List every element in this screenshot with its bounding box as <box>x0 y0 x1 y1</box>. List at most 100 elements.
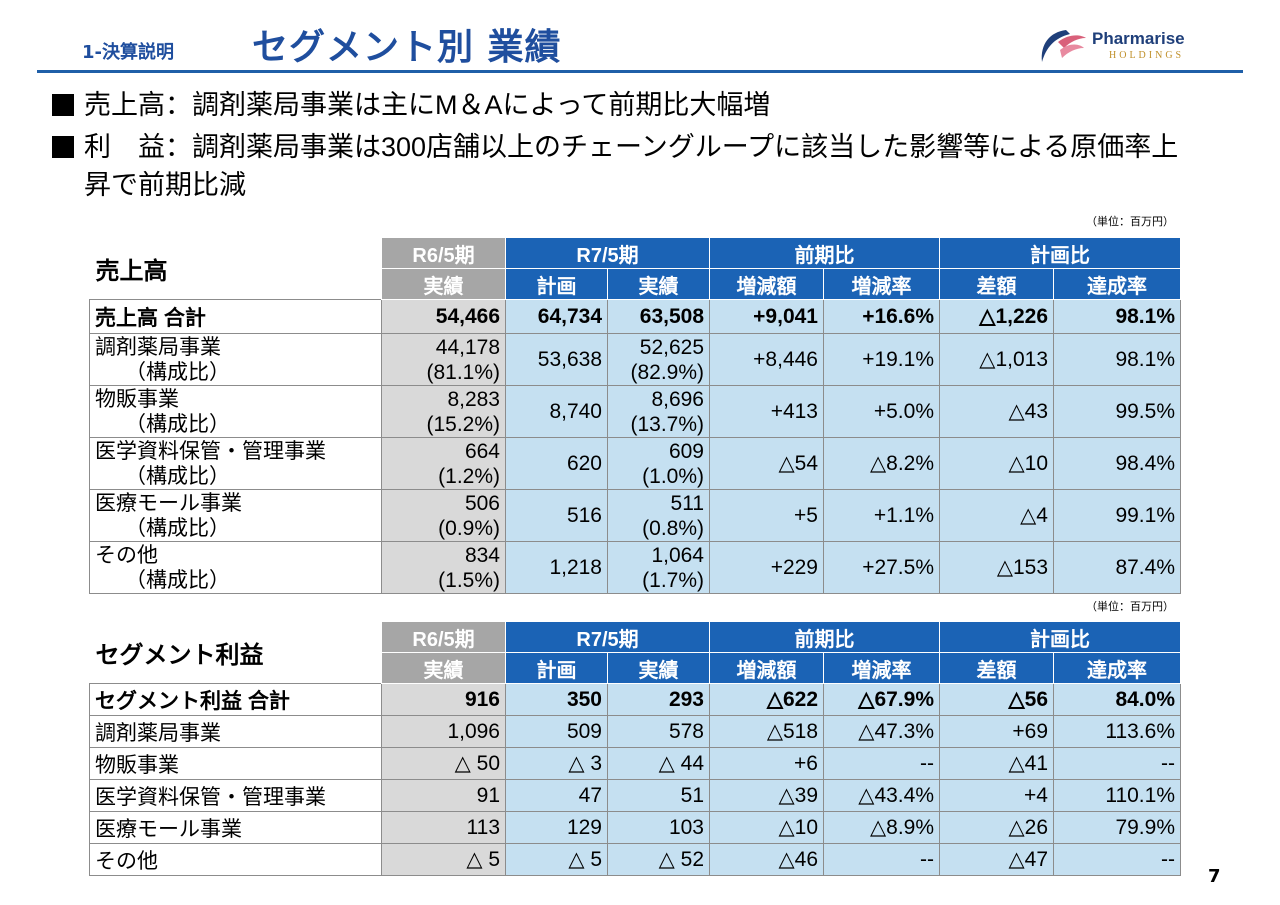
cell: △10 <box>939 437 1054 490</box>
actual-ratio: (82.9%) <box>630 360 704 384</box>
cell: 350 <box>505 683 608 716</box>
row-label: 調剤薬局事業 （構成比） <box>89 333 382 386</box>
cell: +6 <box>709 747 824 780</box>
cell: △10 <box>709 811 824 844</box>
page-number: 7 <box>1208 866 1221 887</box>
cell: +4 <box>939 779 1054 812</box>
group-header: R6/5期 <box>381 237 506 269</box>
cell: 64,734 <box>505 299 608 334</box>
column-header: 達成率 <box>1053 652 1181 684</box>
cell: △ 5 <box>505 843 608 876</box>
cell: +1.1% <box>823 489 940 542</box>
unit-note: （単位：百万円） <box>1086 216 1174 228</box>
cell: +8,446 <box>709 333 824 386</box>
cell: +9,041 <box>709 299 824 334</box>
header-divider <box>37 70 1243 73</box>
page-title: セグメント別 業績 <box>252 27 562 68</box>
company-logo: Pharmarise HOLDINGS <box>1036 26 1206 66</box>
logo-mark-icon <box>1041 30 1086 62</box>
column-header: 計画 <box>505 268 608 300</box>
actual-ratio: (1.0%) <box>642 464 704 488</box>
cell: 91 <box>381 779 506 812</box>
cell: 129 <box>505 811 608 844</box>
cell: △4 <box>939 489 1054 542</box>
logo-subtext: HOLDINGS <box>1109 50 1185 61</box>
cell: △41 <box>939 747 1054 780</box>
prev-value: 834 <box>464 543 500 567</box>
table-row: その他 △ 5 △ 5 △ 52 △46 -- △47 -- <box>89 843 1181 876</box>
actual-ratio: (13.7%) <box>630 412 704 436</box>
cell: 1,096 <box>381 715 506 748</box>
bullet-text: 売上高：調剤薬局事業は主にM＆Aによって前期比大幅増 <box>84 90 771 120</box>
cell: 113.6% <box>1053 715 1181 748</box>
group-header: 前期比 <box>709 237 940 269</box>
group-header: 前期比 <box>709 621 940 653</box>
cell: △56 <box>939 683 1054 716</box>
cell: 113 <box>381 811 506 844</box>
cell: 620 <box>505 437 608 490</box>
row-label: 調剤薬局事業 <box>89 715 382 748</box>
slide-header: 1-決算説明 セグメント別 業績 Pharmarise HOLDINGS <box>0 0 1280 74</box>
cell: 509 <box>505 715 608 748</box>
row-label: その他 （構成比） <box>89 541 382 594</box>
cell: 84.0% <box>1053 683 1181 716</box>
cell: 8,283 (15.2%) <box>381 385 506 438</box>
ratio-label: （構成比） <box>125 568 230 592</box>
table-row: 物販事業 △ 50 △ 3 △ 44 +6 -- △41 -- <box>89 747 1181 780</box>
group-header: 計画比 <box>939 621 1181 653</box>
group-header: R7/5期 <box>505 621 710 653</box>
table-title: 売上高 <box>89 237 382 300</box>
logo-text: Pharmarise <box>1092 29 1185 48</box>
column-header: 実績 <box>607 268 710 300</box>
column-header: 計画 <box>505 652 608 684</box>
row-label: その他 <box>89 843 382 876</box>
segment-name: 医学資料保管・管理事業 <box>95 439 326 463</box>
cell: +16.6% <box>823 299 940 334</box>
cell: 98.4% <box>1053 437 1181 490</box>
cell: -- <box>1053 843 1181 876</box>
cell: 99.1% <box>1053 489 1181 542</box>
prev-ratio: (81.1%) <box>426 360 500 384</box>
table-title: セグメント利益 <box>89 621 382 684</box>
segment-name: 物販事業 <box>95 387 179 411</box>
bullet-profit: 利 益：調剤薬局事業は300店舗以上のチェーングループに該当した影響等による原価… <box>50 128 1204 204</box>
cell: 578 <box>607 715 710 748</box>
cell: +27.5% <box>823 541 940 594</box>
column-header: 増減額 <box>709 268 824 300</box>
column-header: 増減額 <box>709 652 824 684</box>
cell: 516 <box>505 489 608 542</box>
segment-name: その他 <box>95 543 158 567</box>
prev-value: 8,283 <box>447 387 500 411</box>
cell: △43 <box>939 385 1054 438</box>
bullet-sales: 売上高：調剤薬局事業は主にM＆Aによって前期比大幅増 <box>50 86 1250 124</box>
cell: △1,226 <box>939 299 1054 334</box>
cell: △47 <box>939 843 1054 876</box>
cell: △39 <box>709 779 824 812</box>
group-header: 計画比 <box>939 237 1181 269</box>
prev-value: 664 <box>464 439 500 463</box>
cell: 293 <box>607 683 710 716</box>
prev-ratio: (1.2%) <box>438 464 500 488</box>
actual-value: 8,696 <box>651 387 704 411</box>
cell: 51 <box>607 779 710 812</box>
cell: 609 (1.0%) <box>607 437 710 490</box>
cell: 1,218 <box>505 541 608 594</box>
cell: 916 <box>381 683 506 716</box>
cell: △ 5 <box>381 843 506 876</box>
profit-table: セグメント利益 R6/5期 R7/5期 前期比 計画比 実績 計画 実績 増減額… <box>89 621 1181 876</box>
cell: 98.1% <box>1053 333 1181 386</box>
segment-name: 医療モール事業 <box>95 491 242 515</box>
table-row: 医療モール事業 113 129 103 △10 △8.9% △26 79.9% <box>89 811 1181 844</box>
cell: +5.0% <box>823 385 940 438</box>
table-row-total: セグメント利益 合計 916 350 293 △622 △67.9% △56 8… <box>89 683 1181 716</box>
sales-table: 売上高 R6/5期 R7/5期 前期比 計画比 実績 計画 実績 増減額 増減率… <box>89 237 1181 594</box>
cell: △153 <box>939 541 1054 594</box>
cell: 511 (0.8%) <box>607 489 710 542</box>
cell: 44,178 (81.1%) <box>381 333 506 386</box>
prev-ratio: (15.2%) <box>426 412 500 436</box>
cell: -- <box>823 747 940 780</box>
cell: △47.3% <box>823 715 940 748</box>
cell: 87.4% <box>1053 541 1181 594</box>
column-header: 実績 <box>607 652 710 684</box>
row-label: 医療モール事業 （構成比） <box>89 489 382 542</box>
